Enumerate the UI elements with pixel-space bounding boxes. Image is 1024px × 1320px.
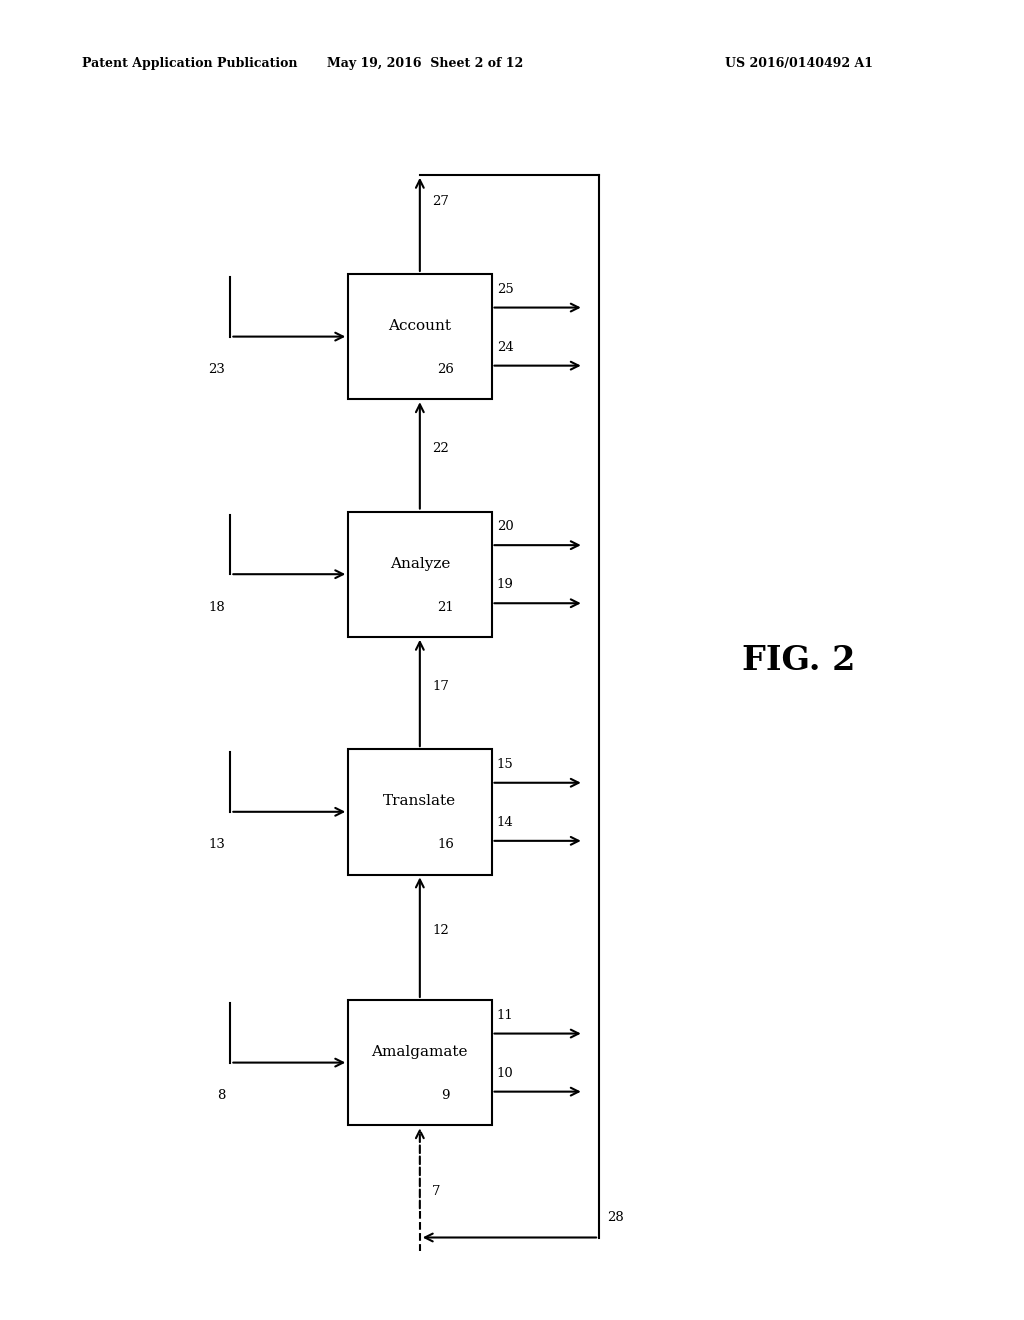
Text: 24: 24 xyxy=(497,341,513,354)
FancyBboxPatch shape xyxy=(348,275,492,399)
Text: 22: 22 xyxy=(432,442,449,455)
Text: 14: 14 xyxy=(497,816,513,829)
Text: May 19, 2016  Sheet 2 of 12: May 19, 2016 Sheet 2 of 12 xyxy=(327,57,523,70)
Text: Account: Account xyxy=(388,319,452,333)
Text: 25: 25 xyxy=(497,282,513,296)
FancyBboxPatch shape xyxy=(348,750,492,874)
Text: 9: 9 xyxy=(441,1089,450,1102)
Text: 28: 28 xyxy=(607,1212,624,1224)
Text: 13: 13 xyxy=(209,838,225,851)
Text: 11: 11 xyxy=(497,1008,513,1022)
Text: 17: 17 xyxy=(432,680,449,693)
Text: 26: 26 xyxy=(437,363,454,376)
Text: 21: 21 xyxy=(437,601,454,614)
FancyBboxPatch shape xyxy=(348,512,492,638)
FancyBboxPatch shape xyxy=(348,1001,492,1125)
Text: Patent Application Publication: Patent Application Publication xyxy=(82,57,297,70)
Text: Analyze: Analyze xyxy=(390,557,450,570)
Text: 18: 18 xyxy=(209,601,225,614)
Text: 23: 23 xyxy=(209,363,225,376)
Text: 12: 12 xyxy=(432,924,449,937)
Text: Translate: Translate xyxy=(383,795,457,808)
Text: FIG. 2: FIG. 2 xyxy=(742,644,855,676)
Text: 7: 7 xyxy=(432,1185,440,1197)
Text: 16: 16 xyxy=(437,838,454,851)
Text: 8: 8 xyxy=(217,1089,225,1102)
Text: 10: 10 xyxy=(497,1067,513,1080)
Text: US 2016/0140492 A1: US 2016/0140492 A1 xyxy=(725,57,872,70)
Text: 15: 15 xyxy=(497,758,513,771)
Text: Amalgamate: Amalgamate xyxy=(372,1045,468,1059)
Text: 19: 19 xyxy=(497,578,513,591)
Text: 20: 20 xyxy=(497,520,513,533)
Text: 27: 27 xyxy=(432,195,449,207)
